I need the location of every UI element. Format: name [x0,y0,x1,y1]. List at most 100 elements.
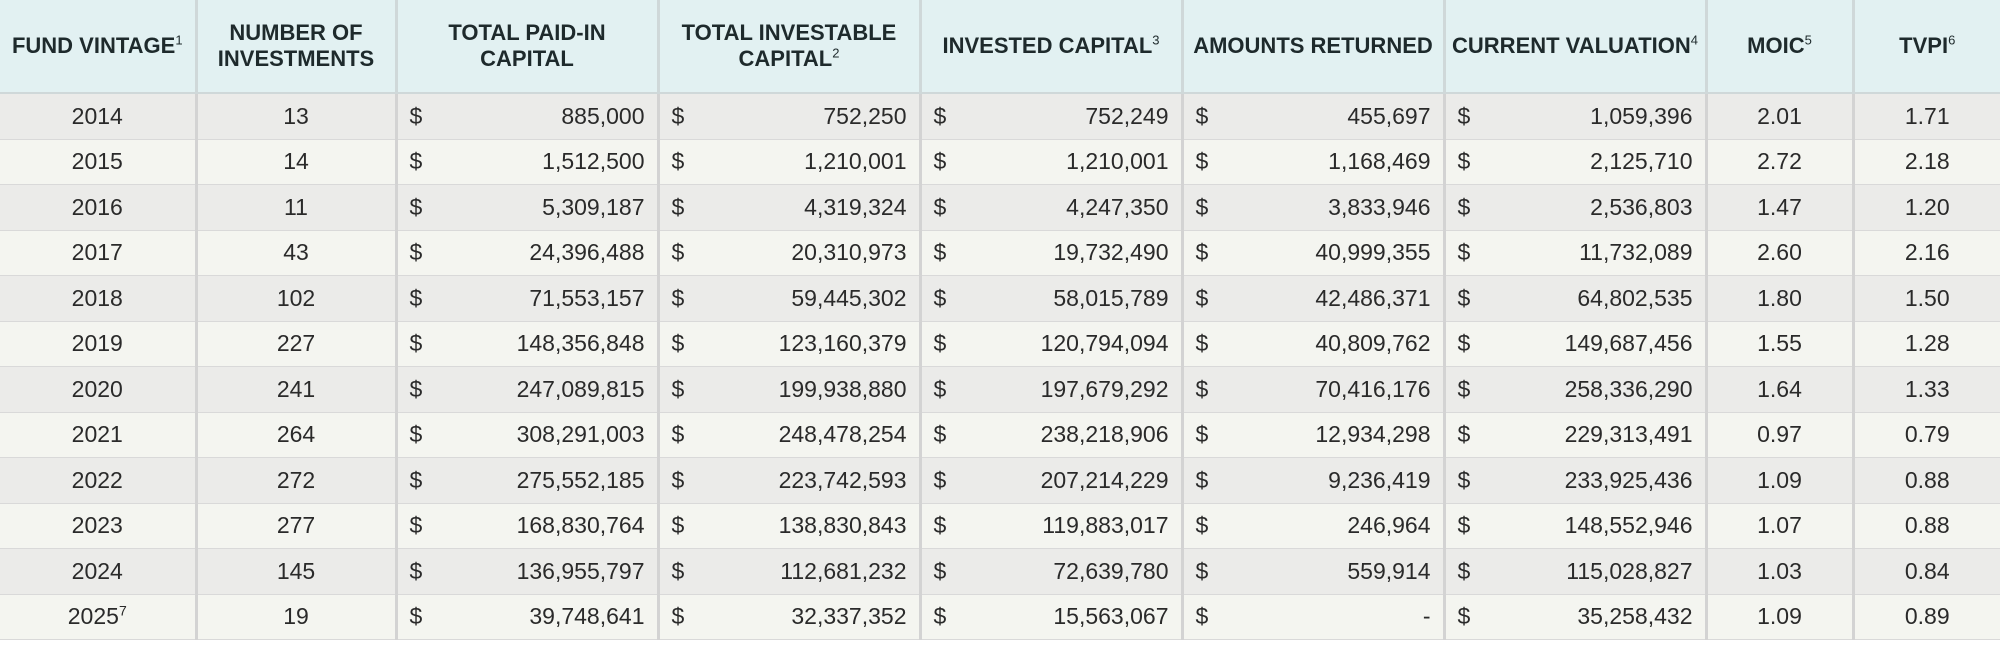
currency-symbol: $ [933,421,947,448]
header-number-of-investments: NUMBER OF INVESTMENTS [196,0,398,94]
currency-symbol: $ [1195,603,1209,630]
amount-value: 1,168,469 [1328,148,1431,175]
cell-amounts-returned: $40,809,762 [1182,321,1446,367]
header-label: MOIC [1747,33,1805,58]
vintage-year: 2023 [71,512,123,539]
header-label: TOTAL INVESTABLE CAPITAL [681,20,897,71]
footnote-marker: 4 [1690,32,1698,48]
header-amounts-returned: AMOUNTS RETURNED [1182,0,1446,94]
cell-moic: 1.09 [1706,457,1855,504]
cell-fund-vintage: 2020 [0,366,198,413]
currency-symbol: $ [1457,512,1471,539]
amount-value: 207,214,229 [1040,466,1169,493]
currency-symbol: $ [1457,557,1471,584]
cell-tvpi: 2.16 [1853,230,2000,276]
amount-value: 2,125,710 [1590,148,1693,175]
cell-number-of-investments: 43 [196,230,398,276]
cell-number-of-investments: 227 [196,321,398,367]
currency-symbol: $ [933,603,947,630]
vintage-year: 2025 [67,603,119,630]
cell-invested-capital: $72,639,780 [920,548,1184,595]
amount-value: 59,445,302 [791,284,907,311]
currency-symbol: $ [1195,148,1209,175]
amount-value: 138,830,843 [778,512,907,539]
cell-fund-vintage: 2021 [0,412,198,458]
currency-symbol: $ [1457,603,1471,630]
currency-symbol: $ [409,557,423,584]
cell-number-of-investments: 241 [196,366,398,413]
cell-current-valuation: $2,125,710 [1444,139,1708,185]
currency-symbol: $ [933,102,947,129]
cell-invested-capital: $19,732,490 [920,230,1184,276]
currency-symbol: $ [1457,193,1471,220]
cell-current-valuation: $258,336,290 [1444,366,1708,413]
currency-symbol: $ [409,239,423,266]
cell-number-of-investments: 272 [196,457,398,504]
amount-value: 559,914 [1347,557,1431,584]
amount-value: 248,478,254 [778,421,907,448]
amount-value: 40,809,762 [1315,330,1431,357]
cell-tvpi: 1.71 [1853,93,2000,140]
currency-symbol: $ [1195,330,1209,357]
amount-value: 15,563,067 [1053,603,1169,630]
cell-tvpi: 0.88 [1853,457,2000,504]
amount-value: 885,000 [561,102,645,129]
amount-value: 752,250 [823,102,907,129]
amount-value: 32,337,352 [791,603,907,630]
amount-value: 148,552,946 [1564,512,1693,539]
cell-fund-vintage: 2017 [0,230,198,276]
cell-total-investable-capital: $199,938,880 [658,366,922,413]
cell-total-investable-capital: $20,310,973 [658,230,922,276]
cell-amounts-returned: $559,914 [1182,548,1446,595]
cell-amounts-returned: $42,486,371 [1182,275,1446,322]
cell-total-investable-capital: $223,742,593 [658,457,922,504]
cell-fund-vintage: 2014 [0,93,198,140]
cell-current-valuation: $149,687,456 [1444,321,1708,367]
currency-symbol: $ [933,330,947,357]
cell-current-valuation: $229,313,491 [1444,412,1708,458]
cell-tvpi: 0.79 [1853,412,2000,458]
cell-tvpi: 1.33 [1853,366,2000,413]
currency-symbol: $ [671,239,685,266]
amount-value: 308,291,003 [516,421,645,448]
currency-symbol: $ [933,284,947,311]
amount-value: 258,336,290 [1564,375,1693,402]
cell-total-paid-in-capital: $275,552,185 [396,457,660,504]
cell-fund-vintage: 2024 [0,548,198,595]
amount-value: 3,833,946 [1328,193,1431,220]
cell-moic: 2.60 [1706,230,1855,276]
footnote-marker: 5 [1804,32,1812,48]
cell-fund-vintage: 2015 [0,139,198,185]
currency-symbol: $ [1195,102,1209,129]
table-row: 2014 13 $885,000 $752,250 $752,249 $455,697 $1… [0,93,2000,140]
currency-symbol: $ [1195,512,1209,539]
cell-moic: 1.03 [1706,548,1855,595]
cell-tvpi: 1.28 [1853,321,2000,367]
cell-invested-capital: $238,218,906 [920,412,1184,458]
header-total-paid-in-capital: TOTAL PAID-IN CAPITAL [396,0,660,94]
cell-amounts-returned: $455,697 [1182,93,1446,140]
vintage-year: 2022 [71,466,123,493]
cell-total-paid-in-capital: $885,000 [396,93,660,140]
cell-moic: 1.09 [1706,594,1855,640]
cell-amounts-returned: $40,999,355 [1182,230,1446,276]
vintage-year: 2019 [71,330,123,357]
amount-value: 199,938,880 [778,375,907,402]
currency-symbol: $ [409,330,423,357]
currency-symbol: $ [671,148,685,175]
header-row: FUND VINTAGE1 NUMBER OF INVESTMENTS TOTAL … [0,0,2000,94]
currency-symbol: $ [409,466,423,493]
amount-value: 42,486,371 [1315,284,1431,311]
currency-symbol: $ [671,603,685,630]
cell-invested-capital: $752,249 [920,93,1184,140]
amount-value: 238,218,906 [1040,421,1169,448]
table-row: 2016 11 $5,309,187 $4,319,324 $4,247,350 $3,8… [0,184,2000,231]
cell-fund-vintage: 2023 [0,503,198,549]
header-current-valuation: CURRENT VALUATION4 [1444,0,1708,94]
amount-value: 136,955,797 [516,557,645,584]
cell-moic: 1.07 [1706,503,1855,549]
amount-value: 58,015,789 [1053,284,1169,311]
amount-value: 247,089,815 [516,375,645,402]
cell-current-valuation: $233,925,436 [1444,457,1708,504]
cell-tvpi: 0.88 [1853,503,2000,549]
